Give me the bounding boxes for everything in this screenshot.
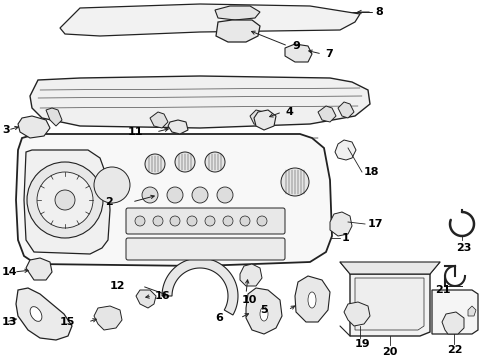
Text: 19: 19 (355, 339, 370, 349)
Ellipse shape (260, 307, 268, 321)
Text: 14: 14 (2, 267, 18, 277)
Circle shape (153, 216, 163, 226)
Ellipse shape (30, 307, 42, 321)
Circle shape (135, 216, 145, 226)
Circle shape (94, 167, 130, 203)
Polygon shape (94, 306, 122, 330)
Circle shape (217, 187, 233, 203)
Text: 17: 17 (368, 219, 384, 229)
Polygon shape (442, 312, 464, 334)
Circle shape (240, 216, 250, 226)
Text: 9: 9 (292, 41, 300, 51)
Polygon shape (162, 258, 238, 315)
Text: 2: 2 (105, 197, 113, 207)
Polygon shape (150, 112, 168, 128)
Polygon shape (216, 20, 260, 42)
Circle shape (167, 187, 183, 203)
Polygon shape (318, 106, 336, 122)
Text: 22: 22 (447, 345, 463, 355)
Text: 18: 18 (364, 167, 379, 177)
Text: 23: 23 (456, 243, 471, 253)
Text: 12: 12 (110, 281, 125, 291)
Polygon shape (240, 264, 262, 286)
Circle shape (37, 172, 93, 228)
Text: 10: 10 (242, 295, 257, 305)
Circle shape (55, 190, 75, 210)
Circle shape (205, 216, 215, 226)
Polygon shape (136, 290, 156, 308)
Polygon shape (285, 44, 312, 62)
Polygon shape (335, 140, 356, 160)
Text: 1: 1 (342, 233, 350, 243)
Text: 16: 16 (155, 291, 171, 301)
Text: 4: 4 (285, 107, 293, 117)
Circle shape (187, 216, 197, 226)
Circle shape (142, 187, 158, 203)
Text: 11: 11 (128, 127, 144, 137)
Polygon shape (355, 278, 424, 330)
Circle shape (192, 187, 208, 203)
Circle shape (175, 152, 195, 172)
Text: 20: 20 (382, 347, 397, 357)
Text: 6: 6 (215, 313, 223, 323)
Polygon shape (60, 4, 360, 36)
Polygon shape (26, 258, 52, 280)
Circle shape (170, 216, 180, 226)
Circle shape (257, 216, 267, 226)
Text: 5: 5 (260, 305, 268, 315)
Polygon shape (250, 110, 268, 126)
Circle shape (223, 216, 233, 226)
Polygon shape (215, 6, 260, 20)
Polygon shape (468, 306, 476, 316)
FancyBboxPatch shape (126, 238, 285, 260)
Text: 8: 8 (375, 7, 383, 17)
Circle shape (205, 152, 225, 172)
Polygon shape (246, 288, 282, 334)
Polygon shape (168, 120, 188, 134)
Polygon shape (18, 116, 50, 138)
Polygon shape (16, 288, 72, 340)
Text: 15: 15 (60, 317, 75, 327)
Polygon shape (254, 110, 276, 130)
Polygon shape (338, 102, 354, 118)
Polygon shape (16, 134, 332, 266)
FancyBboxPatch shape (126, 208, 285, 234)
Polygon shape (432, 290, 478, 334)
Text: 13: 13 (2, 317, 17, 327)
Circle shape (281, 168, 309, 196)
Ellipse shape (308, 292, 316, 308)
Polygon shape (46, 108, 62, 126)
Polygon shape (344, 302, 370, 326)
Polygon shape (24, 150, 110, 254)
Circle shape (145, 154, 165, 174)
Text: 7: 7 (325, 49, 333, 59)
Text: 3: 3 (2, 125, 10, 135)
Polygon shape (330, 212, 352, 236)
Polygon shape (295, 276, 330, 322)
Text: 21: 21 (435, 285, 450, 295)
Circle shape (27, 162, 103, 238)
Polygon shape (350, 274, 430, 336)
Polygon shape (340, 262, 440, 274)
Polygon shape (30, 76, 370, 128)
